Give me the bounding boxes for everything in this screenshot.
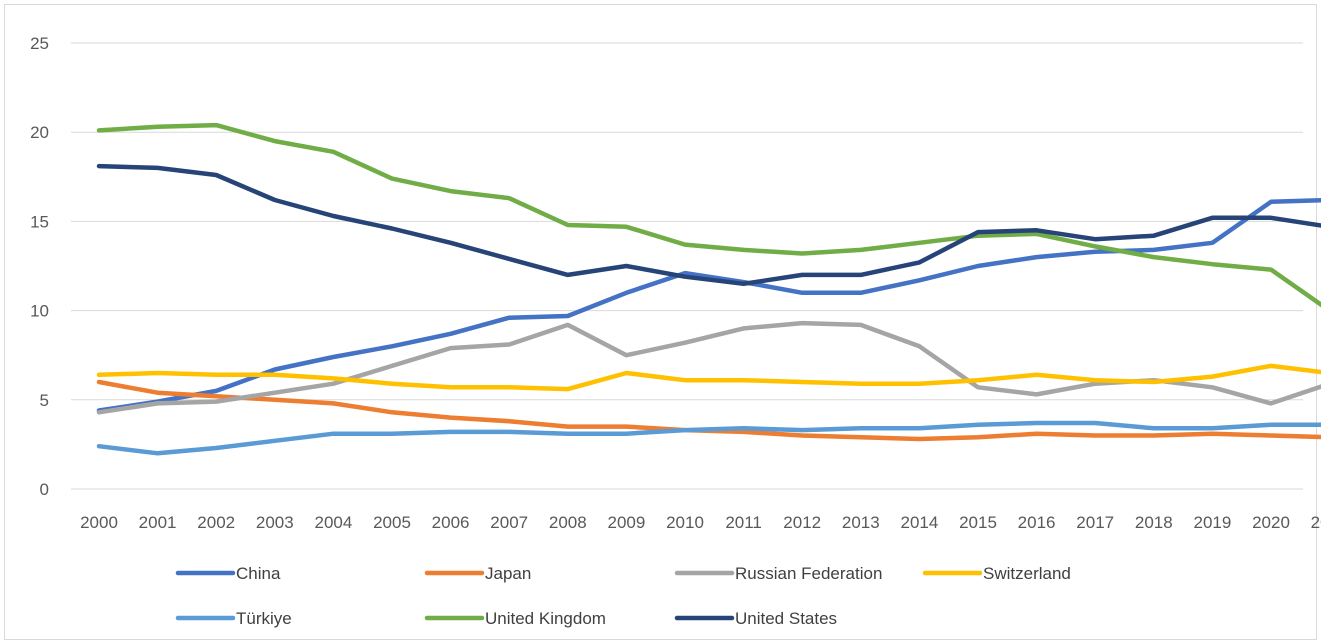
x-tick-label: 2012: [783, 513, 821, 532]
legend-item-united-states: United States: [674, 609, 837, 628]
x-tick-label: 2001: [139, 513, 177, 532]
series-line-t-rkiye: [96, 420, 1321, 456]
x-axis-ticks: 2000 2001 2002 2003 2004 2005 2006 2007 2008 2009…: [80, 513, 1321, 532]
x-tick-label: 2005: [373, 513, 411, 532]
legend-label: United Kingdom: [485, 609, 606, 628]
x-tick-label: 2020: [1252, 513, 1290, 532]
x-tick-label: 2007: [490, 513, 528, 532]
series-line-switzerland: [96, 363, 1321, 392]
x-tick-label: 2016: [1018, 513, 1056, 532]
x-tick-label: 2006: [432, 513, 470, 532]
series-lines: [96, 122, 1321, 456]
legend-item-russian-federation: Russian Federation: [674, 564, 882, 583]
x-tick-label: 2004: [314, 513, 352, 532]
gridlines: [71, 42, 1303, 490]
y-tick-label: 0: [40, 480, 49, 499]
legend-label: Türkiye: [236, 609, 292, 628]
y-tick-label: 5: [40, 391, 49, 410]
x-tick-label: 2014: [900, 513, 938, 532]
x-tick-label: 2009: [607, 513, 645, 532]
x-tick-label: 2018: [1135, 513, 1173, 532]
legend-item-t-rkiye: Türkiye: [175, 609, 292, 628]
legend-label: Switzerland: [983, 564, 1071, 583]
x-tick-label: 2017: [1076, 513, 1114, 532]
legend-item-japan: Japan: [424, 564, 531, 583]
y-tick-label: 10: [30, 302, 49, 321]
legend: China Japan Russian Federation Switzerland T…: [175, 564, 1071, 628]
legend-item-switzerland: Switzerland: [922, 564, 1071, 583]
chart-area: [4, 4, 1317, 640]
x-tick-label: 2019: [1193, 513, 1231, 532]
x-tick-label: 2015: [959, 513, 997, 532]
legend-label: China: [236, 564, 281, 583]
series-line-united-states: [96, 163, 1321, 287]
x-tick-label: 2002: [197, 513, 235, 532]
legend-label: Russian Federation: [735, 564, 882, 583]
x-tick-label: 2021: [1311, 513, 1321, 532]
y-tick-label: 25: [30, 34, 49, 53]
y-axis-ticks: 0 5 10 15 20 25: [30, 34, 49, 499]
y-tick-label: 15: [30, 212, 49, 231]
series-line-united-kingdom: [96, 122, 1321, 308]
x-tick-label: 2003: [256, 513, 294, 532]
y-tick-label: 20: [30, 123, 49, 142]
x-tick-label: 2008: [549, 513, 587, 532]
x-tick-label: 2011: [725, 513, 762, 532]
x-tick-label: 2010: [666, 513, 704, 532]
legend-label: United States: [735, 609, 837, 628]
legend-label: Japan: [485, 564, 531, 583]
legend-item-united-kingdom: United Kingdom: [424, 609, 606, 628]
x-tick-label: 2000: [80, 513, 118, 532]
x-tick-label: 2013: [842, 513, 880, 532]
legend-item-china: China: [175, 564, 281, 583]
